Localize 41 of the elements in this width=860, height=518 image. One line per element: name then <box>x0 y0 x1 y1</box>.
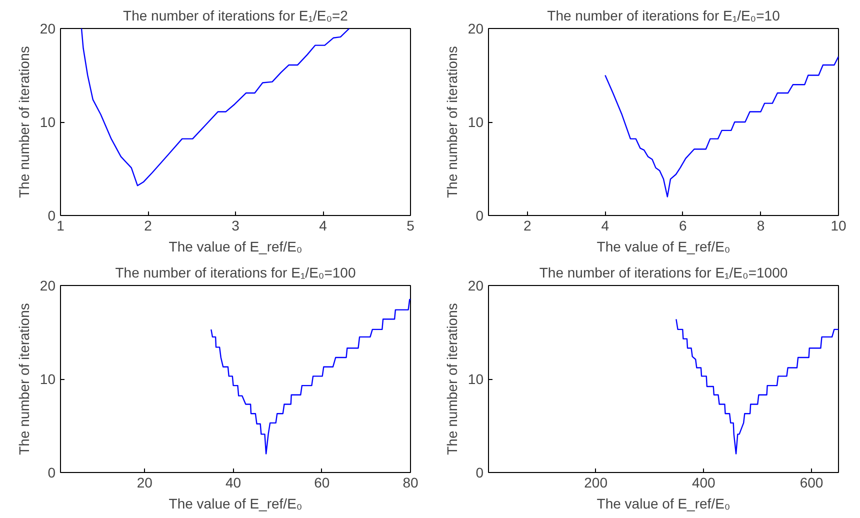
x-tick-label: 6 <box>679 218 688 234</box>
x-tick-label: 8 <box>756 218 765 234</box>
y-tick-label: 20 <box>468 20 484 36</box>
x-tick-label: 40 <box>226 474 242 490</box>
y-axis-title: The number of iterations <box>444 303 460 455</box>
x-tick-label: 10 <box>830 218 846 234</box>
chart-title: The number of iterations for E₁/E₀=10 <box>547 8 780 24</box>
x-axis-title: The value of E_ref/E₀ <box>596 238 730 254</box>
x-tick-label: 600 <box>800 474 824 490</box>
y-tick-label: 20 <box>468 278 484 294</box>
x-tick-label: 3 <box>232 218 240 234</box>
x-tick-label: 20 <box>136 474 153 490</box>
x-tick-label: 2 <box>144 218 152 234</box>
y-tick-label: 0 <box>476 464 484 480</box>
y-tick-label: 20 <box>40 20 56 36</box>
x-tick-label: 5 <box>406 218 415 234</box>
chart-title: The number of iterations for E₁/E₀=100 <box>115 264 356 280</box>
x-tick-label: 1 <box>56 218 65 234</box>
y-tick-label: 0 <box>48 464 56 480</box>
x-tick-label: 2 <box>523 218 532 234</box>
x-axis-title: The value of E_ref/E₀ <box>168 496 302 512</box>
y-tick-label: 10 <box>468 114 484 130</box>
chart-title: The number of iterations for E₁/E₀=1000 <box>539 264 788 280</box>
x-axis-title: The value of E_ref/E₀ <box>168 238 302 254</box>
y-tick-label: 0 <box>476 208 484 224</box>
x-tick-label: 80 <box>402 474 418 490</box>
x-axis-title: The value of E_ref/E₀ <box>596 496 730 512</box>
y-tick-label: 0 <box>48 208 56 224</box>
x-tick-label: 60 <box>314 474 330 490</box>
y-tick-label: 10 <box>40 114 56 130</box>
y-axis-title: The number of iterations <box>16 303 32 455</box>
y-tick-label: 10 <box>468 371 484 387</box>
y-axis-title: The number of iterations <box>16 46 32 198</box>
y-axis-title: The number of iterations <box>444 46 460 198</box>
x-tick-label: 200 <box>584 474 608 490</box>
x-tick-label: 4 <box>601 218 610 234</box>
x-tick-label: 4 <box>319 218 328 234</box>
y-tick-label: 20 <box>40 278 56 294</box>
y-tick-label: 10 <box>40 371 56 387</box>
x-tick-label: 400 <box>692 474 716 490</box>
chart-title: The number of iterations for E₁/E₀=2 <box>123 8 348 24</box>
